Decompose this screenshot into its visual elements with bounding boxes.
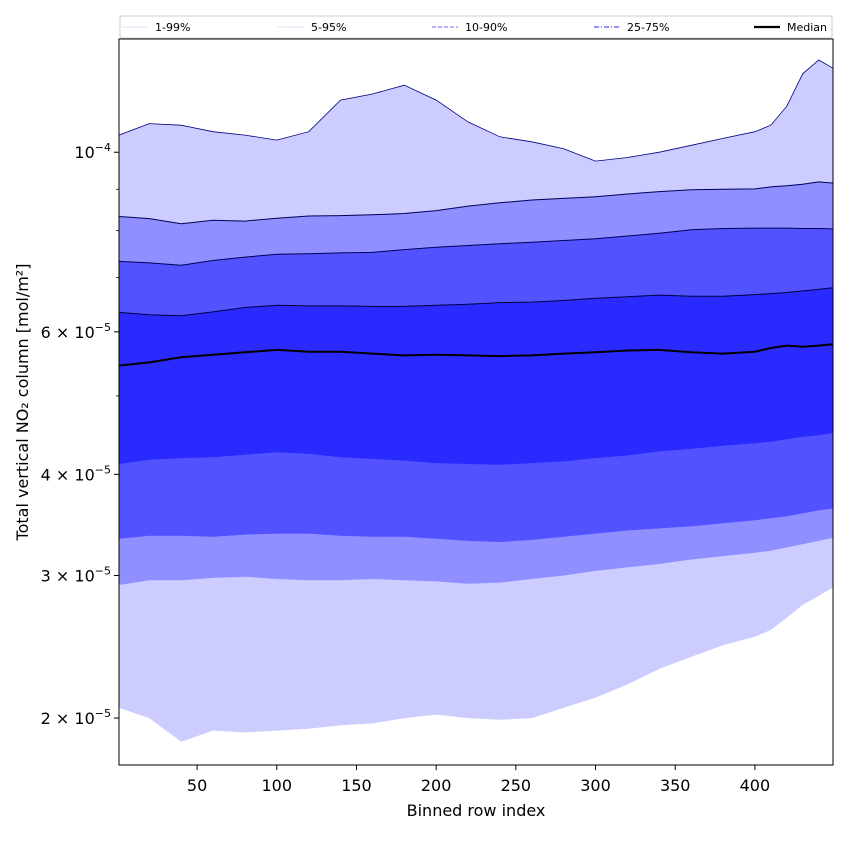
y-tick-label: 4 × 10−5 [41,463,111,484]
legend-box [119,15,833,39]
x-axis-label: Binned row index [407,801,546,820]
x-tick-label: 250 [501,776,532,795]
y-tick-label: 2 × 10−5 [41,707,111,728]
y-axis-ticks: 2 × 10−5 3 × 10−5 4 × 10−5 6 × 10−5 10−4 [41,141,119,728]
x-axis-ticks: 50 100 150 200 250 300 350 400 [187,765,770,795]
legend-label: Median [787,21,827,34]
legend: 1-99% 5-95% 10-90% 25-75% Median [119,15,833,39]
legend-label: 10-90% [465,21,507,34]
x-tick-label: 200 [421,776,452,795]
x-tick-label: 300 [580,776,611,795]
y-tick-label: 6 × 10−5 [41,321,111,342]
line-median [118,343,834,367]
line-p95 [118,59,834,162]
x-tick-label: 50 [187,776,207,795]
percentile-lines [118,59,834,367]
legend-label: 5-95% [311,21,346,34]
line-p75 [118,227,834,266]
y-axis-label: Total vertical NO₂ column [mol/m²] [13,264,32,542]
x-tick-label: 350 [660,776,691,795]
percentile-bands [119,60,833,742]
x-tick-label: 400 [740,776,771,795]
legend-label: 1-99% [155,21,190,34]
line-inner-high [118,287,834,317]
axes-frame [118,38,834,766]
line-p90 [118,181,834,225]
band-inner [119,287,833,465]
y-tick-label: 10−4 [74,141,111,162]
x-tick-label: 100 [262,776,293,795]
y-tick-label: 3 × 10−5 [41,565,111,586]
legend-label: 25-75% [627,21,669,34]
x-tick-label: 150 [341,776,372,795]
